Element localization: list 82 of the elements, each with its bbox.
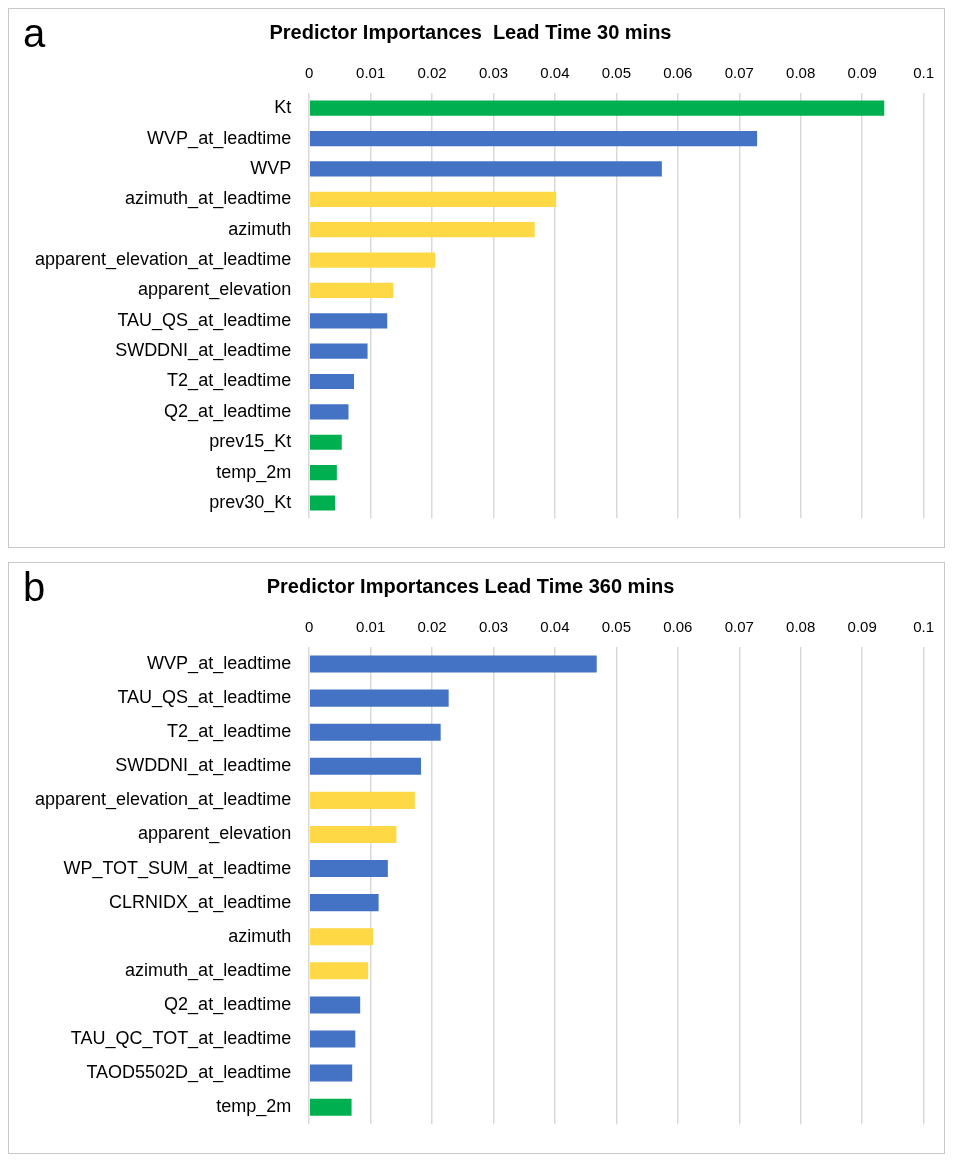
x-tick-label: 0.04 xyxy=(540,64,570,82)
x-tick-label: 0.02 xyxy=(417,618,447,636)
x-tick-label: 0.1 xyxy=(913,64,934,82)
x-tick-label: 0.04 xyxy=(540,618,570,636)
bar xyxy=(309,313,388,329)
y-tick-label: TAU_QS_at_leadtime xyxy=(117,687,292,709)
y-tick-label: apparent_elevation_at_leadtime xyxy=(34,789,292,811)
bar xyxy=(309,252,436,268)
chart-title: Predictor Importances Lead Time 360 mins xyxy=(266,574,675,597)
bar xyxy=(309,825,397,843)
y-tick-label: SWDDNI_at_leadtime xyxy=(115,340,292,362)
bar xyxy=(309,495,335,511)
y-tick-label: apparent_elevation xyxy=(138,279,292,301)
bar xyxy=(309,130,758,147)
x-tick-label: 0.08 xyxy=(786,64,816,82)
y-tick-label: WVP xyxy=(250,157,292,178)
x-tick-label: 0.01 xyxy=(356,64,386,82)
bar xyxy=(309,373,355,390)
y-tick-label: prev30_Kt xyxy=(209,491,292,513)
y-tick-label: azimuth xyxy=(228,218,292,239)
x-tick-label: 0.03 xyxy=(478,618,509,636)
bar xyxy=(309,1098,352,1116)
y-tick-label: temp_2m xyxy=(216,1096,292,1118)
y-tick-label: azimuth xyxy=(228,925,292,946)
y-tick-label: CLRNIDX_at_leadtime xyxy=(109,891,292,913)
y-tick-label: prev15_Kt xyxy=(209,431,292,453)
x-tick-label: 0.05 xyxy=(601,64,631,82)
bar xyxy=(309,222,535,238)
y-tick-label: TAU_QC_TOT_at_leadtime xyxy=(70,1027,292,1049)
y-tick-label: TAU_QS_at_leadtime xyxy=(117,309,292,331)
x-tick-label: 0 xyxy=(305,64,314,82)
x-tick-label: 0.1 xyxy=(913,618,934,636)
y-tick-label: azimuth_at_leadtime xyxy=(125,959,292,981)
y-tick-label: T2_at_leadtime xyxy=(167,721,292,743)
bar xyxy=(309,161,662,177)
y-tick-label: Q2_at_leadtime xyxy=(164,400,292,422)
y-tick-label: temp_2m xyxy=(216,461,292,483)
y-tick-label: Kt xyxy=(274,97,292,118)
x-tick-label: 0.03 xyxy=(478,64,509,82)
x-tick-label: 0.06 xyxy=(663,64,693,82)
bar xyxy=(309,282,394,299)
bar xyxy=(309,791,415,809)
bar xyxy=(309,655,597,673)
bar xyxy=(309,723,441,741)
y-tick-label: SWDDNI_at_leadtime xyxy=(115,755,292,777)
bar xyxy=(309,465,337,481)
y-tick-label: apparent_elevation_at_leadtime xyxy=(34,249,292,271)
x-tick-label: 0.09 xyxy=(847,618,877,636)
x-tick-label: 0.07 xyxy=(724,618,754,636)
bar xyxy=(309,404,349,420)
bar xyxy=(309,860,388,878)
bar xyxy=(309,434,342,450)
y-tick-label: TAOD5502D_at_leadtime xyxy=(86,1062,292,1084)
x-tick-label: 0.05 xyxy=(601,618,631,636)
y-tick-label: Q2_at_leadtime xyxy=(164,993,292,1015)
y-tick-label: WVP_at_leadtime xyxy=(147,653,292,675)
x-tick-label: 0.08 xyxy=(786,618,816,636)
x-tick-label: 0.02 xyxy=(417,64,447,82)
chart-title: Predictor Importances Lead Time 30 mins xyxy=(269,20,672,43)
y-tick-label: azimuth_at_leadtime xyxy=(125,188,292,210)
bar xyxy=(309,928,374,946)
x-tick-label: 0.01 xyxy=(356,618,386,636)
text: a xyxy=(23,11,46,56)
x-tick-label: 0.09 xyxy=(847,64,877,82)
y-tick-label: WVP_at_leadtime xyxy=(147,127,292,149)
bar xyxy=(309,689,449,707)
x-tick-label: 0 xyxy=(305,618,314,636)
bar xyxy=(309,1030,356,1048)
y-tick-label: apparent_elevation xyxy=(138,823,292,845)
y-tick-label: T2_at_leadtime xyxy=(167,370,292,392)
bar xyxy=(309,962,369,980)
y-tick-label: WP_TOT_SUM_at_leadtime xyxy=(63,857,292,879)
x-tick-label: 0.06 xyxy=(663,618,693,636)
text: b xyxy=(23,565,46,610)
bar xyxy=(309,191,557,207)
bar xyxy=(309,996,361,1014)
bar xyxy=(309,894,379,912)
bar xyxy=(309,757,422,775)
bar xyxy=(309,1064,353,1082)
bar xyxy=(309,343,368,359)
x-tick-label: 0.07 xyxy=(724,64,754,82)
bar xyxy=(309,100,885,116)
